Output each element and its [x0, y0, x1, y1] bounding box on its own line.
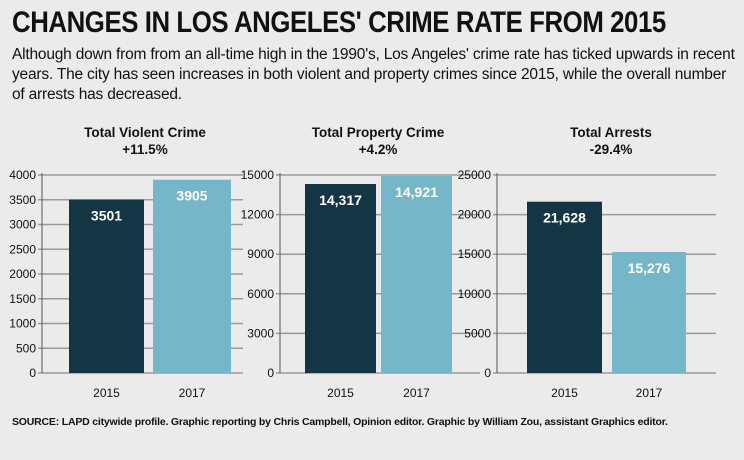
y-tick-label: 4000	[9, 168, 36, 182]
y-tick-label: 6000	[247, 287, 274, 301]
y-tick-label: 0	[484, 366, 491, 380]
y-tick-label: 2000	[9, 267, 36, 281]
x-category-label: 2015	[327, 386, 354, 400]
y-tick-label: 2500	[9, 242, 36, 256]
chart-subtitle: +4.2%	[359, 142, 398, 157]
x-category-label: 2017	[403, 386, 430, 400]
y-tick-label: 0	[267, 366, 274, 380]
bar-2017	[612, 252, 686, 373]
y-tick-label: 15000	[458, 247, 492, 261]
headline: CHANGES IN LOS ANGELES' CRIME RATE FROM …	[12, 6, 666, 39]
chart-title: Total Arrests	[570, 125, 652, 140]
chart-title: Total Property Crime	[312, 125, 445, 140]
y-tick-label: 12000	[241, 208, 275, 222]
y-tick-label: 0	[29, 366, 36, 380]
charts-area: Total Violent Crime +11.5% 0 500 1000 1500 200…	[9, 125, 716, 400]
x-category-label: 2017	[636, 386, 663, 400]
chart-title: Total Violent Crime	[84, 125, 206, 140]
bar-value-label: 21,628	[543, 210, 586, 226]
deck-text: Although down from from an all-time high…	[12, 46, 735, 103]
y-tick-label: 15000	[241, 168, 275, 182]
bar-2015	[527, 201, 602, 373]
y-tick-label: 3000	[9, 218, 36, 232]
y-tick-label: 1500	[9, 292, 36, 306]
bar-value-label: 15,276	[628, 260, 671, 276]
y-tick-label: 9000	[247, 247, 274, 261]
y-tick-label: 10000	[458, 287, 492, 301]
y-tick-label: 1000	[9, 317, 36, 331]
x-category-label: 2015	[93, 386, 120, 400]
bar-2017	[153, 179, 231, 373]
bar-value-label: 14,317	[319, 192, 362, 208]
bar-value-label: 3905	[176, 188, 207, 204]
chart-2: Total Arrests -29.4% 0 5000 10000 15000 20000 2…	[458, 125, 716, 400]
y-tick-label: 500	[16, 341, 36, 355]
bar-value-label: 14,921	[395, 184, 438, 200]
bar-2015	[305, 184, 376, 373]
chart-1: Total Property Crime +4.2% 0 3000 6000 9000 12…	[241, 125, 480, 400]
bar-2015	[69, 199, 144, 373]
chart-subtitle: -29.4%	[590, 142, 633, 157]
x-category-label: 2015	[551, 386, 578, 400]
bar-value-label: 3501	[91, 208, 122, 224]
source-credit: SOURCE: LAPD citywide profile. Graphic r…	[12, 416, 668, 428]
x-category-label: 2017	[179, 386, 206, 400]
y-tick-label: 3000	[247, 326, 274, 340]
bar-2017	[381, 176, 452, 373]
y-tick-label: 5000	[464, 326, 491, 340]
y-tick-label: 25000	[458, 168, 492, 182]
y-tick-label: 20000	[458, 208, 492, 222]
chart-subtitle: +11.5%	[122, 142, 167, 157]
y-tick-label: 3500	[9, 193, 36, 207]
chart-0: Total Violent Crime +11.5% 0 500 1000 1500 200…	[9, 125, 243, 400]
